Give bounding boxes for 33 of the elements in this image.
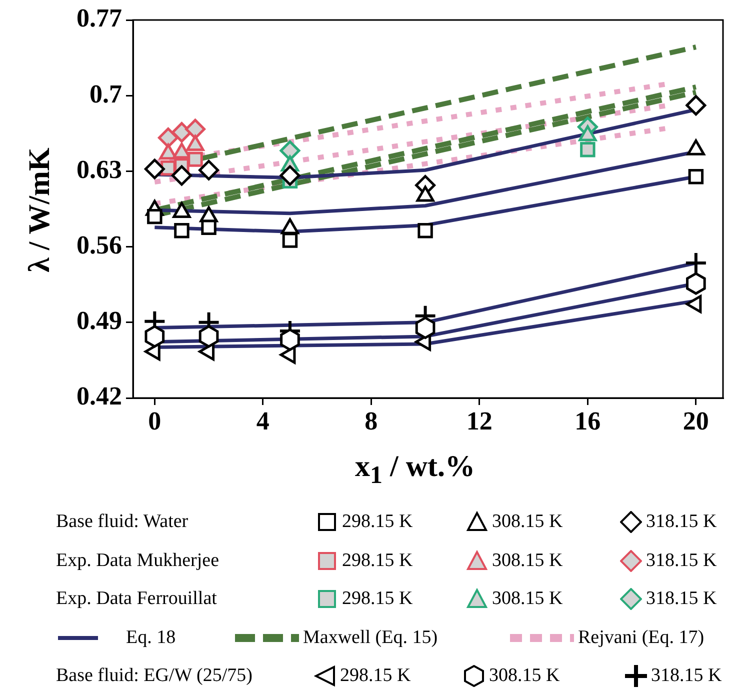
x-tick-label: 0 [148,406,162,436]
text: Exp. Data Mukherjee [56,548,220,572]
y-tick-label: 0.42 [76,382,122,411]
legend-label: 318.15 K [646,550,717,572]
x-tick-label: 16 [574,406,601,436]
y-tick-label: 0.49 [76,306,122,336]
legend-label: 308.15 K [492,511,563,533]
y-tick-label: 0.77 [76,4,122,33]
text: Base fluid: EG/W (25/75) [56,664,252,688]
text: Base fluid: Water [56,510,188,534]
legend-label: Eq. 18 [126,626,176,648]
legend-label: 298.15 K [342,550,413,572]
text: Exp. Data Ferrouillat [56,587,217,611]
legend-label: 298.15 K [342,511,413,533]
x-tick-label: 8 [364,406,378,436]
y-tick-label: 0.56 [76,230,122,260]
x-tick-label: 20 [682,406,709,436]
legend-label: 318.15 K [646,588,717,610]
legend-label: Maxwell (Eq. 15) [303,626,438,648]
x-tick-label: 4 [256,406,270,436]
y-tick-label: 0.7 [90,79,122,108]
legend-label: 308.15 K [489,665,560,687]
legend-label: 318.15 K [651,665,722,687]
x-axis-title: x$_{1}$ / wt.% [355,450,475,490]
y-axis-title: λ / W/mK [23,148,57,272]
x-tick-label: 12 [466,406,492,436]
legend-label: 308.15 K [492,588,563,610]
legend-label: 318.15 K [646,511,717,533]
legend-label: 298.15 K [340,665,411,687]
y-tick-label: 0.63 [76,154,122,184]
legend-label: 308.15 K [492,550,563,572]
legend-label: 298.15 K [342,588,413,610]
legend-label: Rejvani (Eq. 17) [578,626,704,648]
